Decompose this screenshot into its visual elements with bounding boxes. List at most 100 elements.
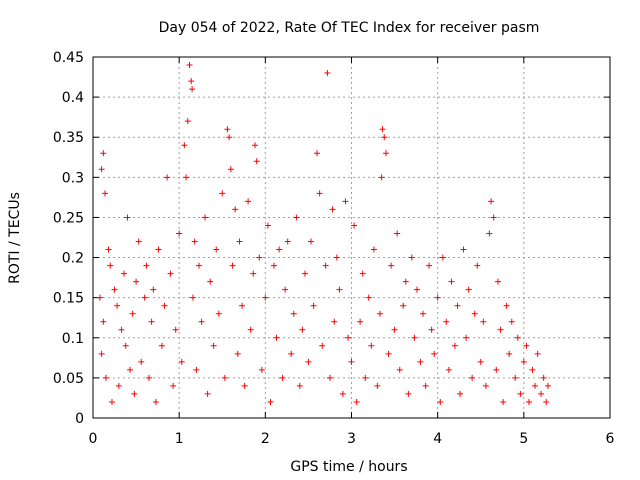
data-point bbox=[454, 302, 461, 309]
data-point bbox=[186, 62, 193, 69]
data-point bbox=[319, 342, 326, 349]
y-tick-label: 0.25 bbox=[53, 210, 84, 226]
data-point bbox=[264, 222, 271, 229]
data-point bbox=[400, 302, 407, 309]
y-tick-label: 0.4 bbox=[62, 90, 84, 106]
data-point bbox=[256, 254, 263, 261]
data-point bbox=[290, 310, 297, 317]
data-point bbox=[111, 286, 118, 293]
x-tick-label: 4 bbox=[433, 431, 442, 447]
data-point bbox=[420, 310, 427, 317]
data-point bbox=[514, 334, 521, 341]
data-point bbox=[310, 302, 317, 309]
data-point bbox=[532, 382, 539, 389]
data-point bbox=[540, 374, 547, 381]
data-point bbox=[402, 278, 409, 285]
data-point bbox=[512, 374, 519, 381]
data-point bbox=[451, 342, 458, 349]
x-tick-label: 0 bbox=[89, 431, 98, 447]
data-point bbox=[221, 374, 228, 381]
data-point bbox=[135, 238, 142, 245]
data-point bbox=[100, 318, 107, 325]
data-point bbox=[391, 326, 398, 333]
data-point bbox=[118, 326, 125, 333]
data-point bbox=[121, 270, 128, 277]
data-point bbox=[431, 350, 438, 357]
data-point bbox=[241, 382, 248, 389]
data-point bbox=[124, 214, 131, 221]
data-point bbox=[460, 246, 467, 253]
data-point bbox=[500, 398, 507, 405]
data-point bbox=[322, 262, 329, 269]
data-point bbox=[107, 262, 114, 269]
grid-lines bbox=[93, 57, 610, 418]
data-point bbox=[234, 350, 241, 357]
data-point bbox=[301, 270, 308, 277]
data-point bbox=[434, 294, 441, 301]
data-point bbox=[329, 206, 336, 213]
data-point bbox=[394, 230, 401, 237]
data-point bbox=[245, 198, 252, 205]
data-point bbox=[210, 342, 217, 349]
data-point bbox=[506, 350, 513, 357]
y-tick-label: 0.3 bbox=[62, 170, 84, 186]
y-tick-label: 0.15 bbox=[53, 291, 84, 307]
data-point bbox=[374, 382, 381, 389]
data-point bbox=[161, 302, 168, 309]
y-tick-label: 0 bbox=[75, 411, 84, 427]
data-point bbox=[98, 166, 105, 173]
data-point bbox=[152, 398, 159, 405]
data-point bbox=[148, 318, 155, 325]
data-point bbox=[98, 350, 105, 357]
y-tick-label: 0.45 bbox=[53, 50, 84, 66]
data-point bbox=[127, 366, 134, 373]
data-point bbox=[316, 190, 323, 197]
data-point bbox=[497, 326, 504, 333]
x-tick-label: 1 bbox=[175, 431, 184, 447]
data-point bbox=[181, 142, 188, 149]
data-point bbox=[365, 294, 372, 301]
data-point bbox=[477, 358, 484, 365]
data-point bbox=[538, 390, 545, 397]
data-point bbox=[191, 238, 198, 245]
data-point bbox=[362, 374, 369, 381]
data-point bbox=[183, 174, 190, 181]
data-point bbox=[213, 246, 220, 253]
data-point bbox=[523, 342, 530, 349]
data-point bbox=[115, 382, 122, 389]
data-point bbox=[471, 310, 478, 317]
data-point bbox=[428, 326, 435, 333]
data-point bbox=[314, 150, 321, 157]
y-tick-label: 0.05 bbox=[53, 371, 84, 387]
data-point bbox=[486, 230, 493, 237]
data-point bbox=[131, 390, 138, 397]
data-point bbox=[324, 70, 331, 77]
data-point bbox=[293, 214, 300, 221]
data-point bbox=[273, 334, 280, 341]
data-point bbox=[138, 358, 145, 365]
data-point bbox=[143, 262, 150, 269]
data-point bbox=[422, 382, 429, 389]
data-point bbox=[331, 318, 338, 325]
data-point bbox=[279, 374, 286, 381]
data-point bbox=[204, 390, 211, 397]
data-point bbox=[176, 230, 183, 237]
data-point bbox=[276, 246, 283, 253]
data-point bbox=[224, 126, 231, 133]
data-point bbox=[437, 398, 444, 405]
data-point bbox=[129, 310, 136, 317]
data-point bbox=[172, 326, 179, 333]
data-point bbox=[189, 86, 196, 93]
data-point bbox=[251, 142, 258, 149]
data-point bbox=[439, 254, 446, 261]
data-points bbox=[96, 62, 551, 405]
data-point bbox=[202, 214, 209, 221]
data-point bbox=[270, 262, 277, 269]
x-tick-label: 2 bbox=[261, 431, 270, 447]
data-point bbox=[102, 190, 109, 197]
data-point bbox=[388, 262, 395, 269]
data-point bbox=[164, 174, 171, 181]
data-point bbox=[193, 366, 200, 373]
data-point bbox=[465, 286, 472, 293]
